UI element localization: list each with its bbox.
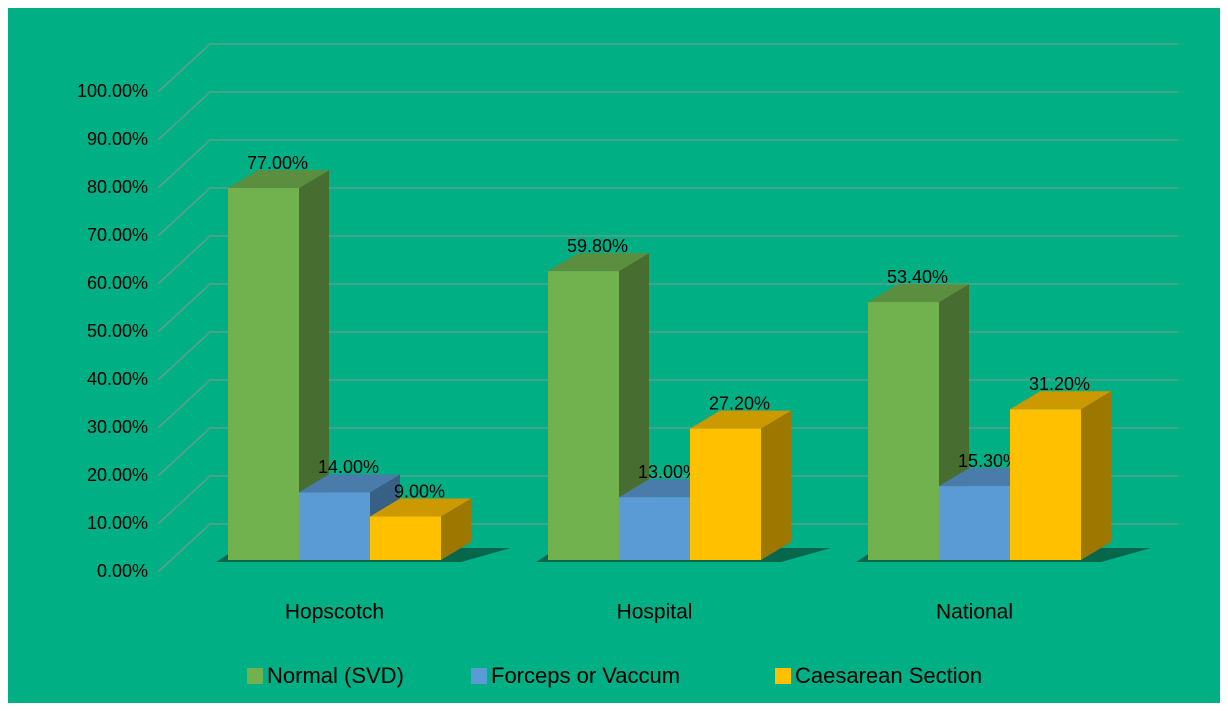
y-tick-label: 70.00% xyxy=(87,225,148,245)
y-tick-label: 100.00% xyxy=(77,81,148,101)
y-tick-label: 50.00% xyxy=(87,321,148,341)
bar xyxy=(619,497,690,560)
bar xyxy=(299,492,370,560)
value-label: 13.00% xyxy=(638,462,699,482)
grid-line xyxy=(157,43,211,93)
bar-top xyxy=(690,410,791,429)
y-tick-label: 20.00% xyxy=(87,465,148,485)
bar-side xyxy=(1081,391,1111,560)
legend-swatch xyxy=(775,668,791,684)
grid-line xyxy=(157,379,211,429)
y-tick-label: 90.00% xyxy=(87,129,148,149)
bar-side xyxy=(619,253,649,560)
y-tick-label: 80.00% xyxy=(87,177,148,197)
x-tick-label: National xyxy=(936,601,1013,624)
bar xyxy=(228,188,299,560)
y-tick-label: 30.00% xyxy=(87,417,148,437)
y-tick-label: 10.00% xyxy=(87,513,148,533)
bar-top xyxy=(299,474,400,493)
y-tick-label: 60.00% xyxy=(87,273,148,293)
x-tick-label: Hopscotch xyxy=(285,601,384,624)
bar xyxy=(939,486,1010,560)
y-tick-label: 0.00% xyxy=(97,561,148,581)
bar-top xyxy=(548,253,649,272)
grid-line xyxy=(157,331,211,381)
y-tick-label: 40.00% xyxy=(87,369,148,389)
grid-line xyxy=(157,283,211,333)
value-label: 59.80% xyxy=(567,236,628,256)
grid-line xyxy=(157,187,211,237)
value-label: 31.20% xyxy=(1029,374,1090,394)
grid-line xyxy=(157,139,211,189)
bar-side xyxy=(761,410,791,560)
value-label: 9.00% xyxy=(394,481,445,501)
x-tick-label: Hospital xyxy=(617,601,693,624)
legend-swatch xyxy=(471,668,487,684)
value-label: 14.00% xyxy=(318,457,379,477)
grid-line xyxy=(157,427,211,477)
bar xyxy=(690,428,761,560)
value-label: 53.40% xyxy=(887,267,948,287)
bar xyxy=(1010,409,1081,560)
bar-top xyxy=(868,284,969,303)
grid-line xyxy=(157,523,211,573)
legend-swatch xyxy=(247,668,263,684)
value-label: 27.20% xyxy=(709,393,770,413)
grid-line xyxy=(157,475,211,525)
value-label: 77.00% xyxy=(247,153,308,173)
legend-label: Normal (SVD) xyxy=(267,663,404,688)
bar xyxy=(548,271,619,560)
bar xyxy=(868,302,939,560)
legend-label: Forceps or Vaccum xyxy=(491,663,680,688)
bar xyxy=(370,516,441,560)
bar-side xyxy=(441,498,471,560)
bar-top xyxy=(1010,391,1111,410)
bar-side xyxy=(299,170,329,560)
grid-line xyxy=(157,235,211,285)
legend-label: Caesarean Section xyxy=(795,663,982,688)
bar-top xyxy=(228,170,329,189)
bar-top xyxy=(370,498,471,517)
value-label: 15.30% xyxy=(958,451,1019,471)
grid-line xyxy=(157,91,211,141)
